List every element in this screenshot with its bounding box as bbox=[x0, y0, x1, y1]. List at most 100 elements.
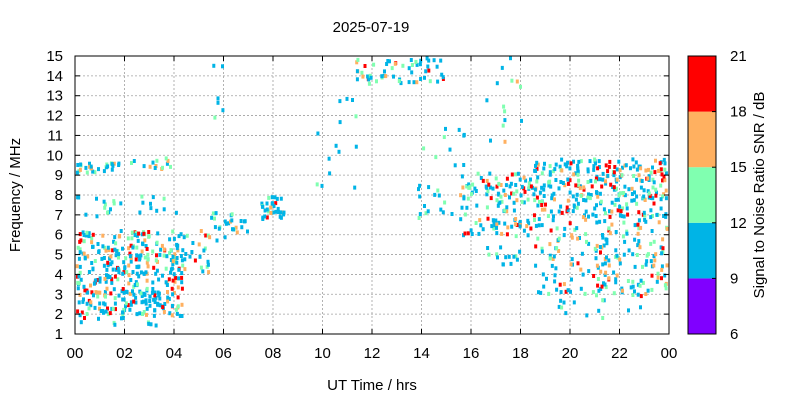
data-cell bbox=[607, 226, 611, 231]
data-cell bbox=[540, 246, 544, 251]
data-cell bbox=[612, 291, 616, 296]
data-cell bbox=[227, 221, 231, 226]
data-cell bbox=[363, 64, 367, 68]
data-cell bbox=[485, 192, 489, 197]
data-cell bbox=[504, 255, 508, 260]
data-cell bbox=[84, 212, 88, 217]
data-cell bbox=[104, 248, 108, 253]
data-cell bbox=[614, 280, 618, 285]
data-cell bbox=[94, 278, 98, 283]
data-cell bbox=[141, 200, 145, 205]
y-tick-label: 1 bbox=[55, 326, 63, 343]
data-cell bbox=[149, 206, 153, 211]
data-cell bbox=[132, 159, 136, 163]
data-cell bbox=[385, 62, 389, 66]
data-cell bbox=[265, 207, 269, 212]
data-cell bbox=[89, 283, 92, 288]
data-cell bbox=[265, 215, 269, 220]
data-cell bbox=[171, 303, 174, 308]
data-cell bbox=[601, 262, 605, 267]
data-cell bbox=[576, 167, 580, 172]
data-cell bbox=[534, 169, 538, 173]
data-cell bbox=[495, 222, 499, 227]
data-cell bbox=[603, 219, 607, 224]
data-cell bbox=[516, 171, 520, 176]
data-cell bbox=[652, 180, 656, 185]
data-cell bbox=[563, 183, 567, 188]
data-cell bbox=[82, 233, 86, 237]
data-cell bbox=[124, 301, 128, 306]
data-cell bbox=[570, 233, 574, 238]
data-cell bbox=[135, 233, 139, 238]
data-cell bbox=[579, 267, 583, 272]
data-cell bbox=[532, 192, 536, 197]
data-cell bbox=[133, 283, 137, 287]
data-cell bbox=[138, 210, 142, 215]
data-cell bbox=[166, 299, 170, 304]
data-cell bbox=[410, 70, 414, 75]
data-cell bbox=[172, 236, 176, 241]
data-cell bbox=[221, 64, 224, 69]
data-cell bbox=[140, 232, 144, 237]
data-cell bbox=[369, 75, 373, 80]
data-cell bbox=[642, 194, 646, 199]
data-cell bbox=[158, 303, 162, 308]
data-cell bbox=[97, 250, 101, 255]
data-cell bbox=[572, 172, 576, 177]
data-cell bbox=[663, 273, 667, 278]
data-cell bbox=[77, 300, 81, 305]
data-cell bbox=[529, 177, 532, 182]
data-cell bbox=[135, 245, 139, 250]
data-cell bbox=[180, 314, 184, 318]
data-cell bbox=[574, 183, 578, 188]
data-cell bbox=[599, 250, 602, 255]
data-cell bbox=[486, 246, 490, 250]
data-cell bbox=[106, 260, 110, 265]
data-cell bbox=[543, 207, 547, 212]
data-cell bbox=[614, 277, 618, 282]
data-cell bbox=[198, 254, 202, 259]
data-cell bbox=[596, 194, 600, 199]
data-cell bbox=[552, 214, 555, 219]
data-cell bbox=[614, 230, 618, 234]
data-cell bbox=[146, 252, 150, 257]
data-cell bbox=[78, 250, 82, 255]
data-cell bbox=[554, 178, 558, 182]
data-cell bbox=[643, 197, 647, 202]
data-cell bbox=[587, 241, 591, 246]
data-cell bbox=[495, 184, 499, 189]
data-cell bbox=[597, 165, 601, 169]
data-cell bbox=[199, 265, 203, 270]
data-cell bbox=[633, 237, 637, 242]
data-cell bbox=[574, 171, 578, 176]
data-cell bbox=[618, 261, 622, 266]
data-cell bbox=[113, 247, 117, 252]
data-cell bbox=[151, 287, 155, 291]
data-cell bbox=[589, 178, 593, 183]
data-cell bbox=[529, 184, 533, 189]
data-cell bbox=[114, 241, 118, 246]
data-cell bbox=[214, 211, 218, 216]
data-cell bbox=[147, 230, 151, 234]
data-cell bbox=[656, 271, 660, 276]
data-cell bbox=[535, 160, 539, 165]
data-cell bbox=[479, 176, 483, 180]
data-cell bbox=[204, 233, 208, 238]
data-cell bbox=[533, 213, 536, 218]
data-cell bbox=[637, 164, 641, 169]
data-cell bbox=[166, 295, 170, 300]
data-cell bbox=[548, 253, 552, 258]
data-cell bbox=[171, 229, 175, 234]
data-cell bbox=[102, 199, 106, 204]
data-cell bbox=[559, 204, 563, 209]
data-cell bbox=[616, 197, 620, 202]
data-cell bbox=[635, 201, 639, 206]
data-cell bbox=[234, 225, 238, 230]
x-tick-label: 08 bbox=[265, 345, 282, 362]
data-cell bbox=[112, 239, 116, 244]
data-cell bbox=[141, 241, 144, 246]
data-cell bbox=[664, 171, 668, 176]
data-cell bbox=[474, 189, 478, 193]
data-cell bbox=[142, 310, 146, 314]
data-cell bbox=[652, 254, 656, 259]
